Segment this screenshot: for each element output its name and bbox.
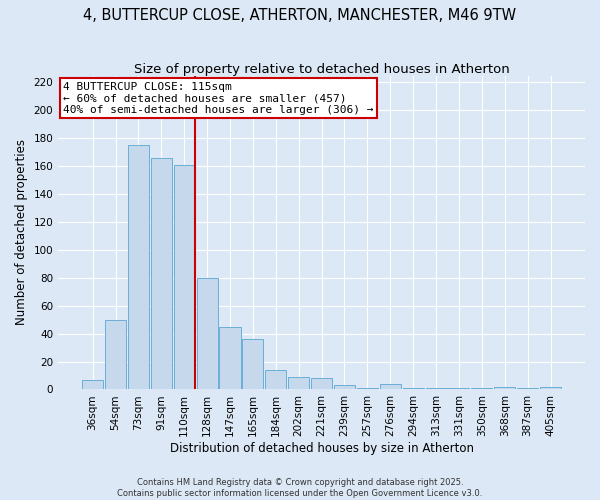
Bar xyxy=(197,278,218,390)
Bar xyxy=(425,388,446,390)
Bar xyxy=(380,384,401,390)
Bar xyxy=(403,388,424,390)
Bar xyxy=(334,386,355,390)
Bar xyxy=(242,339,263,390)
Bar xyxy=(311,378,332,390)
Bar xyxy=(151,158,172,390)
Bar xyxy=(82,380,103,390)
Bar xyxy=(288,377,309,390)
Bar xyxy=(220,326,241,390)
Y-axis label: Number of detached properties: Number of detached properties xyxy=(15,140,28,326)
Bar xyxy=(173,165,195,390)
Title: Size of property relative to detached houses in Atherton: Size of property relative to detached ho… xyxy=(134,62,509,76)
Text: 4, BUTTERCUP CLOSE, ATHERTON, MANCHESTER, M46 9TW: 4, BUTTERCUP CLOSE, ATHERTON, MANCHESTER… xyxy=(83,8,517,22)
Bar xyxy=(517,388,538,390)
Bar xyxy=(494,386,515,390)
Bar xyxy=(128,146,149,390)
Bar xyxy=(105,320,126,390)
Text: Contains HM Land Registry data © Crown copyright and database right 2025.
Contai: Contains HM Land Registry data © Crown c… xyxy=(118,478,482,498)
Text: 4 BUTTERCUP CLOSE: 115sqm
← 60% of detached houses are smaller (457)
40% of semi: 4 BUTTERCUP CLOSE: 115sqm ← 60% of detac… xyxy=(64,82,374,115)
X-axis label: Distribution of detached houses by size in Atherton: Distribution of detached houses by size … xyxy=(170,442,473,455)
Bar xyxy=(357,388,378,390)
Bar xyxy=(448,388,469,390)
Bar xyxy=(265,370,286,390)
Bar xyxy=(472,388,493,390)
Bar xyxy=(540,386,561,390)
